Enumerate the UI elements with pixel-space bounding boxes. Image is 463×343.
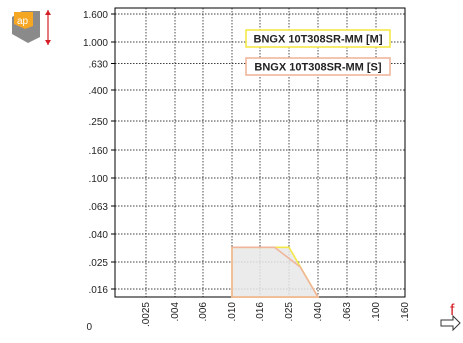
ap-icon-label: ap [17, 16, 29, 27]
y-tick-labels: 1.600 1.000 .630 .400 .250 .160 .100 .063 .040 .0… [83, 10, 108, 333]
legend-entry-box [245, 29, 391, 48]
y-tick-label: .400 [89, 86, 109, 97]
x-tick-label: .040 [313, 302, 324, 322]
y-tick-label: .100 [89, 174, 109, 185]
x-tick-label: .016 [255, 302, 266, 322]
x-tick-label: .100 [371, 302, 382, 322]
feed-arrow-icon [440, 314, 461, 332]
series-polygon-1 [231, 246, 320, 298]
series-layer [231, 246, 320, 298]
x-tick-label: .010 [227, 302, 238, 322]
x-tick-label: .0025 [141, 302, 152, 327]
y-tick-label: 1.600 [83, 10, 108, 21]
x-tick-label: .063 [342, 302, 353, 322]
ap-insert-icon: ap [12, 10, 51, 45]
x-tick-label: .006 [198, 302, 209, 322]
series-polygon-0 [231, 246, 320, 298]
y-tick-label: .630 [89, 60, 109, 71]
y-tick-label: .025 [89, 258, 109, 269]
y-tick-label: .063 [89, 202, 109, 213]
legend: BNGX 10T308SR-MM [M] BNGX 10T308SR-MM [S] [245, 29, 391, 76]
x-tick-labels: .0025 .004 .006 .010 .016 .025 .040 .063 .100 .16… [141, 302, 411, 327]
legend-entry-label: BNGX 10T308SR-MM [S] [254, 62, 381, 74]
x-axis-label-f: f [450, 302, 455, 319]
x-tick-label: .004 [170, 302, 181, 322]
y-tick-label: 0 [86, 322, 92, 333]
legend-entry-box [245, 57, 391, 76]
x-tick-label: .160 [400, 302, 411, 322]
y-tick-label: .250 [89, 117, 109, 128]
y-tick-label: .016 [89, 285, 109, 296]
y-tick-label: 1.000 [83, 38, 108, 49]
legend-entry-label: BNGX 10T308SR-MM [M] [254, 34, 383, 46]
x-tick-label: .025 [284, 302, 295, 322]
y-tick-label: .160 [89, 146, 109, 157]
y-tick-label: .040 [89, 230, 109, 241]
